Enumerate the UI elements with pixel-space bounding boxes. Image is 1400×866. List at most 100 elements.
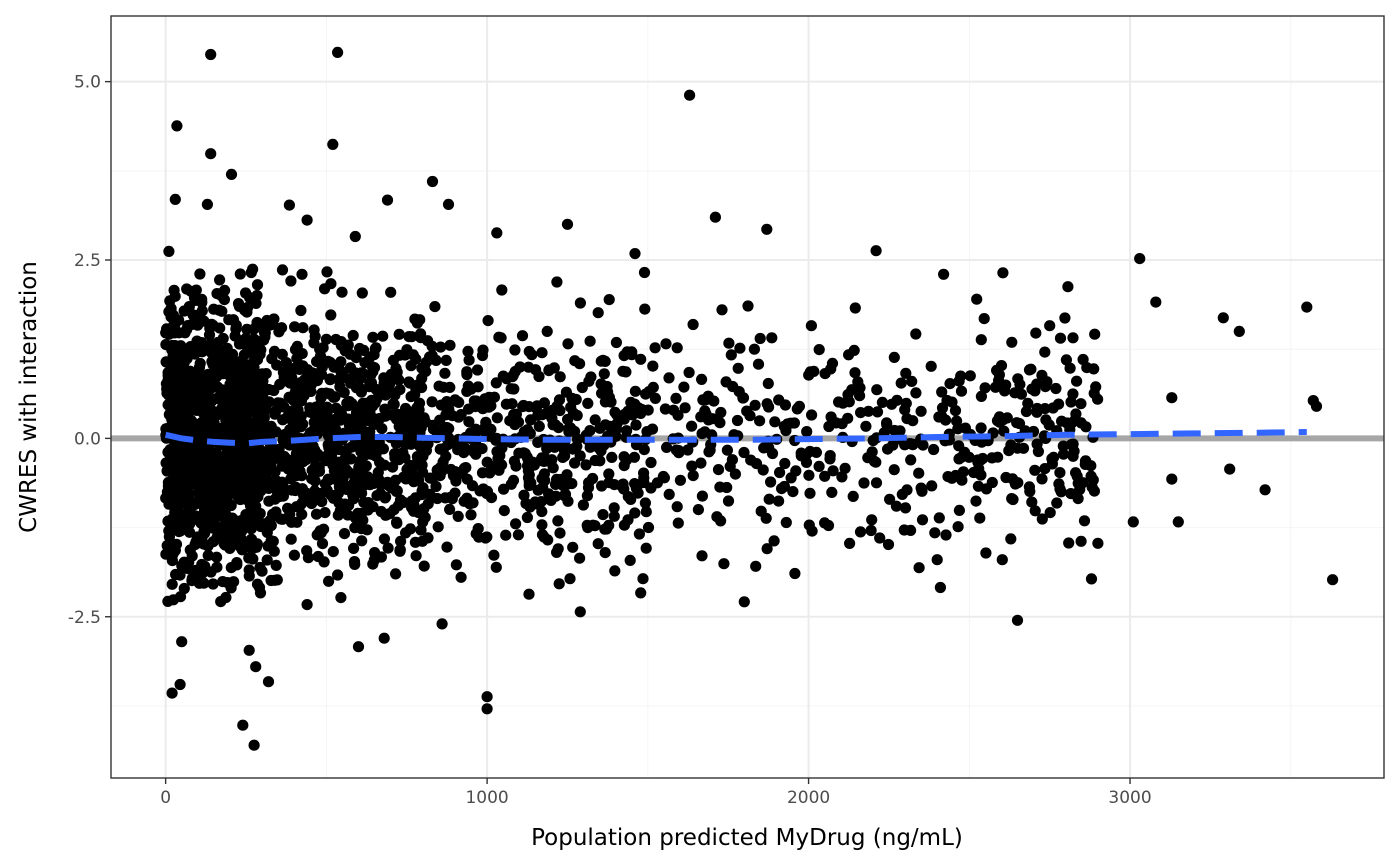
data-point xyxy=(314,525,326,537)
data-point xyxy=(232,415,244,427)
data-point xyxy=(599,396,612,408)
data-point xyxy=(508,455,520,467)
data-point xyxy=(609,565,621,577)
y-axis: -2.5 0.0 2.5 5.0 xyxy=(68,73,111,628)
data-point xyxy=(574,552,586,564)
data-point xyxy=(202,549,214,562)
data-point xyxy=(1050,382,1062,395)
data-point xyxy=(412,455,424,467)
data-point xyxy=(1062,281,1074,293)
data-point xyxy=(500,529,512,541)
data-point xyxy=(975,334,987,346)
data-point xyxy=(481,531,493,543)
data-point xyxy=(562,413,574,426)
data-point xyxy=(280,357,292,369)
data-point xyxy=(952,521,964,533)
data-point xyxy=(518,489,530,501)
data-point xyxy=(636,404,648,416)
data-point xyxy=(406,331,418,343)
data-point xyxy=(176,518,188,530)
data-point xyxy=(913,467,925,479)
data-point xyxy=(444,503,456,515)
data-point xyxy=(162,595,174,608)
data-point xyxy=(323,575,335,587)
data-point xyxy=(491,227,503,239)
data-point xyxy=(338,528,351,540)
data-point xyxy=(1011,417,1023,429)
data-point xyxy=(599,419,612,431)
data-point xyxy=(596,387,608,399)
data-point xyxy=(288,362,301,374)
data-point xyxy=(683,366,695,379)
data-point xyxy=(989,381,1002,393)
data-point xyxy=(251,317,263,329)
data-point xyxy=(721,444,734,456)
data-point xyxy=(975,469,987,481)
data-point xyxy=(169,319,181,331)
data-point xyxy=(659,403,672,415)
data-point xyxy=(250,661,262,673)
y-tick-label: -2.5 xyxy=(68,608,101,628)
data-point xyxy=(332,569,344,581)
data-point xyxy=(839,462,851,474)
data-point xyxy=(422,335,434,347)
data-point xyxy=(1217,312,1229,324)
data-point xyxy=(539,474,551,487)
data-point xyxy=(745,454,757,466)
data-point xyxy=(452,510,464,522)
data-point xyxy=(288,394,300,407)
data-point xyxy=(630,419,642,431)
data-point xyxy=(638,266,651,279)
data-point xyxy=(803,469,815,481)
data-point xyxy=(789,567,801,580)
data-point xyxy=(338,502,350,515)
data-point xyxy=(168,462,181,474)
data-point xyxy=(228,451,240,463)
data-point xyxy=(894,425,906,437)
data-point xyxy=(220,456,232,468)
data-point xyxy=(959,446,971,458)
data-point xyxy=(507,369,519,381)
data-point xyxy=(218,348,230,360)
data-point xyxy=(344,483,356,495)
data-point xyxy=(277,366,289,379)
data-point xyxy=(554,527,566,539)
data-point xyxy=(219,425,232,437)
data-point xyxy=(541,325,553,337)
data-point xyxy=(749,399,761,411)
data-point xyxy=(725,349,737,361)
data-point xyxy=(413,397,426,409)
data-point xyxy=(928,443,940,456)
data-point xyxy=(1023,364,1036,376)
data-point xyxy=(804,445,816,458)
data-point xyxy=(1057,448,1070,460)
data-point xyxy=(214,322,226,334)
data-point xyxy=(401,438,413,450)
data-point xyxy=(871,406,884,418)
data-point xyxy=(734,342,746,354)
data-point xyxy=(477,483,489,495)
data-point xyxy=(482,315,494,327)
data-point xyxy=(403,376,415,388)
data-point xyxy=(610,336,623,349)
data-point xyxy=(1078,515,1091,527)
data-point xyxy=(174,678,186,691)
data-point xyxy=(692,504,705,516)
data-point xyxy=(813,344,825,356)
data-point xyxy=(230,528,242,541)
data-point xyxy=(458,462,470,474)
data-point xyxy=(369,547,381,559)
data-point xyxy=(865,524,877,537)
data-point xyxy=(321,266,333,278)
data-point xyxy=(302,552,314,564)
data-point xyxy=(1056,415,1068,427)
data-point xyxy=(768,535,780,547)
data-point xyxy=(804,366,817,378)
data-point xyxy=(211,551,223,563)
data-point xyxy=(523,469,535,481)
data-point xyxy=(558,444,570,456)
data-point xyxy=(370,383,382,395)
data-point xyxy=(1080,421,1092,433)
data-point xyxy=(640,542,652,554)
data-point xyxy=(761,223,773,235)
